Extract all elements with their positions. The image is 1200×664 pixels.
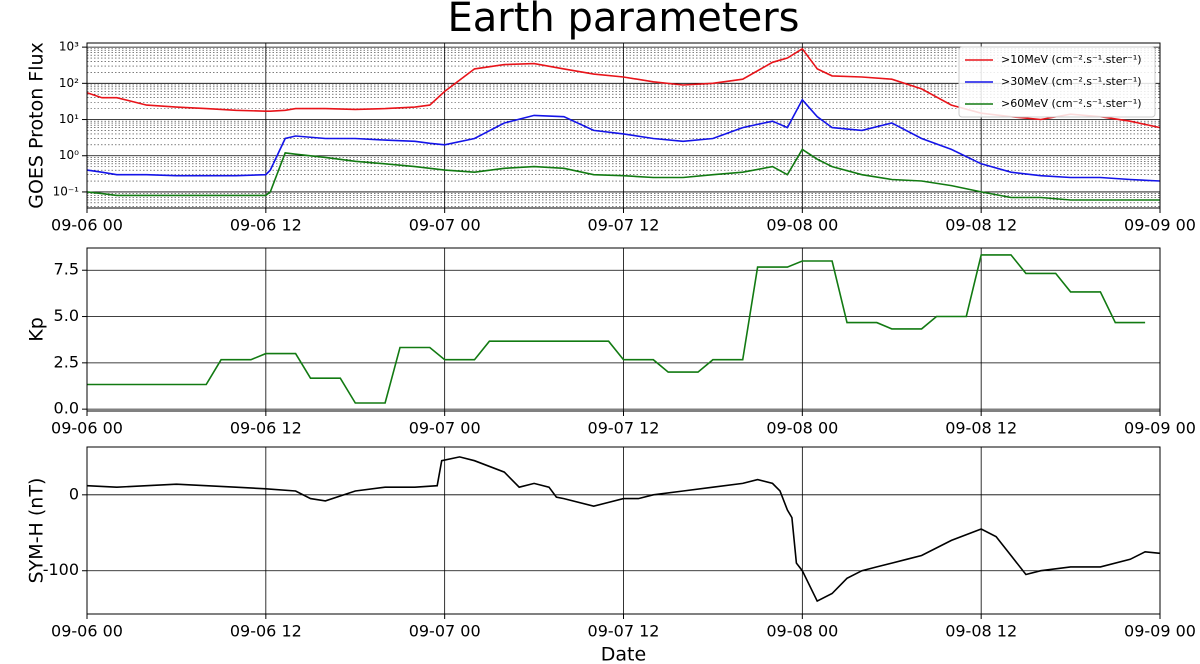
y-tick-label: -100 [43,560,79,579]
y-tick-label: 10⁰ [59,148,79,162]
x-tick-label: 09-07 00 [409,419,481,438]
x-tick-label: 09-07 00 [409,216,481,235]
x-tick-label: 09-06 12 [230,216,302,235]
y-tick-label: 10⁻¹ [53,184,80,198]
x-tick-label: 09-08 00 [766,216,838,235]
x-tick-label: 09-09 00 [1124,216,1196,235]
x-tick-label: 09-08 00 [766,622,838,641]
y-axis-label: SYM-H (nT) [26,478,48,584]
x-tick-label: 09-06 00 [51,216,123,235]
y-tick-label: 10² [59,76,79,90]
x-tick-label: 09-09 00 [1124,622,1196,641]
series-line [86,148,1160,201]
y-axis-label: GOES Proton Flux [26,42,48,209]
x-axis-label: Date [601,644,646,664]
plot-frame [86,247,1161,412]
series-line [86,98,1161,182]
series-line [86,456,1161,603]
x-tick-label: 09-08 00 [766,419,838,438]
x-tick-label: 09-07 12 [588,216,660,235]
x-tick-label: 09-06 00 [51,419,123,438]
y-tick-label: 0 [69,484,79,503]
x-tick-label: 09-06 12 [230,622,302,641]
x-tick-label: 09-07 00 [409,622,481,641]
plot-frame [86,42,1161,209]
x-tick-label: 09-08 12 [945,419,1017,438]
y-axis-label: Kp [26,317,48,342]
x-tick-label: 09-09 00 [1124,419,1196,438]
x-tick-label: 09-07 12 [588,419,660,438]
y-tick-label: 10¹ [59,112,79,126]
x-tick-label: 09-07 12 [588,622,660,641]
legend-label: >60MeV (cm⁻².s⁻¹.ster⁻¹) [1001,97,1142,110]
x-tick-label: 09-06 00 [51,622,123,641]
y-tick-label: 5.0 [54,306,79,325]
y-tick-label: 7.5 [54,260,79,279]
legend-label: >10MeV (cm⁻².s⁻¹.ster⁻¹) [1001,53,1142,66]
series-line [86,47,1161,129]
plot-frame [86,446,1161,615]
x-tick-label: 09-06 12 [230,419,302,438]
y-tick-label: 0.0 [54,399,79,418]
series-line [87,254,1146,404]
chart-title: Earth parameters [448,0,800,41]
x-tick-label: 09-08 12 [945,216,1017,235]
x-tick-label: 09-08 12 [945,622,1017,641]
legend-box [958,46,1156,118]
legend-label: >30MeV (cm⁻².s⁻¹.ster⁻¹) [1001,75,1142,88]
y-tick-label: 10³ [59,40,79,54]
y-tick-label: 2.5 [54,352,79,371]
